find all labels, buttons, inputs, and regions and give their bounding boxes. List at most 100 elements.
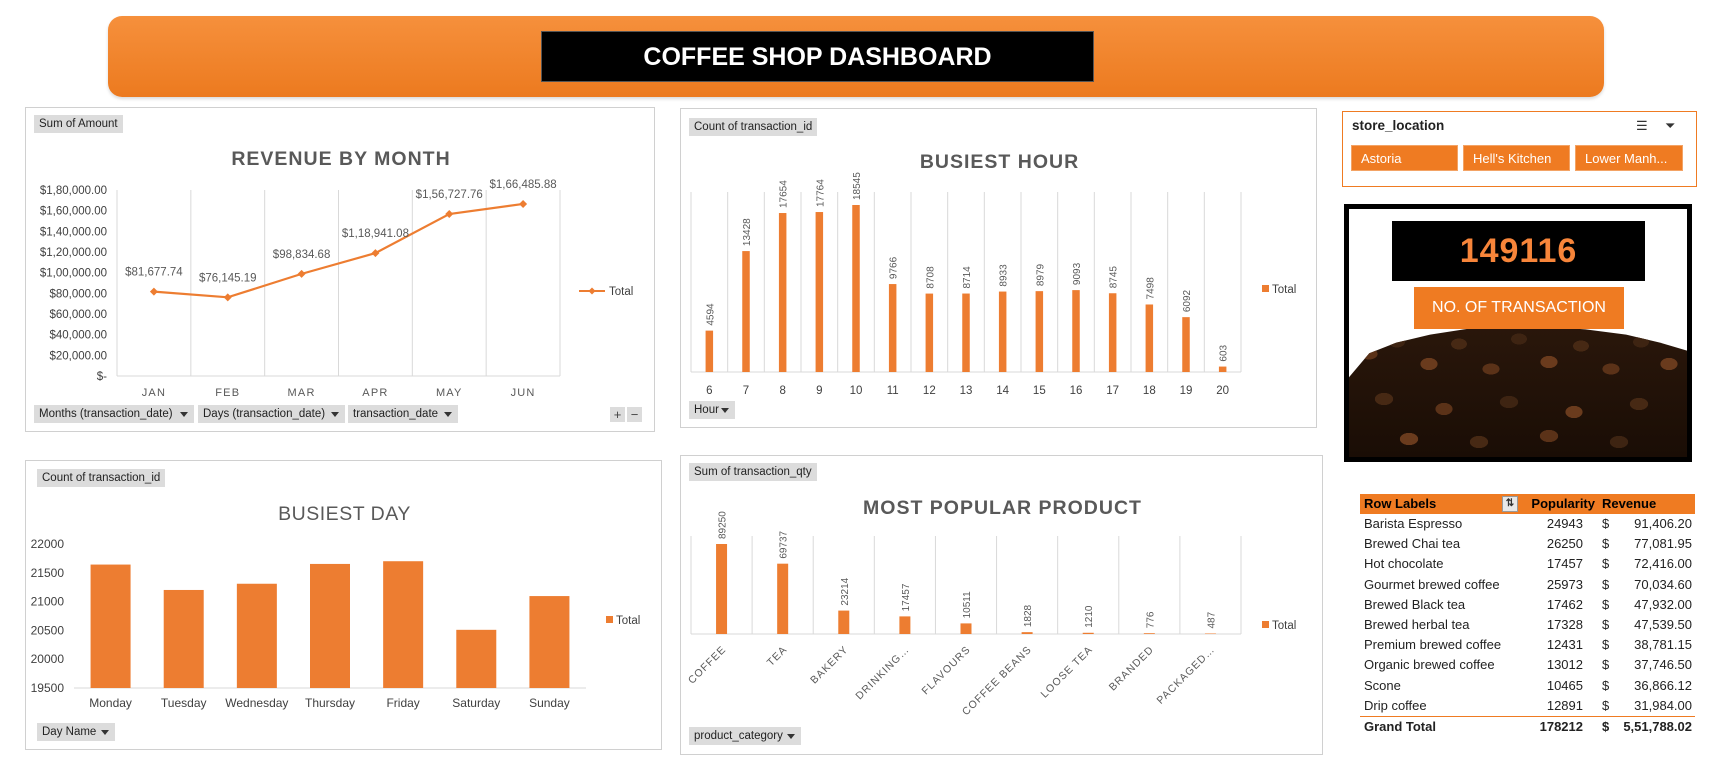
chart-title: BUSIEST DAY bbox=[278, 503, 411, 525]
data-label: $1,18,941.08 bbox=[342, 228, 409, 240]
bar bbox=[852, 205, 860, 372]
x-tick-label: Monday bbox=[89, 696, 132, 710]
product-category-filter-button[interactable]: product_category bbox=[689, 727, 801, 745]
table-row: Scone 10465 $36,866.12 bbox=[1360, 676, 1695, 696]
product-name: Gourmet brewed coffee bbox=[1364, 576, 1500, 592]
slicer-item-hells-kitchen[interactable]: Hell's Kitchen bbox=[1463, 145, 1570, 171]
data-label: $1,66,485.88 bbox=[490, 179, 557, 191]
x-tick-label: 16 bbox=[1070, 385, 1083, 397]
table-row: Gourmet brewed coffee 25973 $70,034.60 bbox=[1360, 575, 1695, 595]
data-label: 4594 bbox=[705, 303, 716, 326]
hour-filter-button[interactable]: Hour bbox=[689, 401, 735, 419]
product-name: Brewed herbal tea bbox=[1364, 616, 1470, 632]
count-transaction-field[interactable]: Count of transaction_id bbox=[37, 469, 166, 487]
bar bbox=[716, 544, 728, 634]
series-line bbox=[153, 202, 524, 299]
product-chart-panel: Sum of transaction_qty MOST POPULAR PROD… bbox=[680, 455, 1323, 755]
multi-select-icon[interactable]: ☰ bbox=[1636, 118, 1648, 133]
table-row: Brewed herbal tea 17328 $47,539.50 bbox=[1360, 615, 1695, 635]
data-point bbox=[519, 199, 528, 208]
x-tick-label: PACKAGED… bbox=[1155, 644, 1218, 707]
expand-button[interactable]: + bbox=[610, 407, 625, 422]
transaction-date-filter-button[interactable]: transaction_date bbox=[348, 405, 458, 423]
slicer-item-astoria[interactable]: Astoria bbox=[1351, 145, 1458, 171]
table-row: Barista Espresso 24943 $91,406.20 bbox=[1360, 514, 1695, 534]
slicer-item-lower-manhattan[interactable]: Lower Manh... bbox=[1575, 145, 1683, 171]
bar bbox=[90, 564, 131, 688]
x-tick-label: BRANDED bbox=[1107, 644, 1157, 694]
data-label: 89250 bbox=[718, 511, 729, 539]
data-label: 776 bbox=[1145, 611, 1156, 628]
revenue-line-chart: $- $20,000.00 $40,000.00 $60,000.00 $80,000.… bbox=[40, 179, 633, 399]
popularity-value: 24943 bbox=[1546, 516, 1583, 531]
x-tick-label: FLAVOURS bbox=[920, 644, 974, 698]
x-tick-label: 18 bbox=[1143, 385, 1156, 397]
sort-filter-icon[interactable]: ⇅ bbox=[1502, 496, 1518, 512]
chart-title: BUSIEST HOUR bbox=[919, 151, 1080, 173]
currency-symbol: $ bbox=[1602, 657, 1610, 673]
bar bbox=[705, 330, 714, 372]
product-name: Barista Espresso bbox=[1364, 516, 1463, 531]
data-label: 10511 bbox=[962, 591, 973, 619]
x-tick-label: BAKERY bbox=[808, 644, 851, 687]
sum-transaction-qty-field[interactable]: Sum of transaction_qty bbox=[689, 463, 817, 481]
pivot-header-row: Row Labels ⇅ Popularity Revenue bbox=[1360, 494, 1695, 514]
data-label: $1,56,727.76 bbox=[416, 189, 483, 201]
bar bbox=[925, 293, 934, 372]
currency-symbol: $ bbox=[1602, 637, 1610, 653]
bar bbox=[899, 616, 911, 634]
popularity-header: Popularity bbox=[1531, 496, 1595, 511]
day-chart-panel: Count of transaction_id BUSIEST DAY 1950… bbox=[25, 460, 662, 750]
x-tick-label: Wednesday bbox=[225, 696, 288, 710]
data-label: 6092 bbox=[1182, 289, 1193, 312]
chart-title: MOST POPULAR PRODUCT bbox=[863, 497, 1142, 519]
transactions-kpi-card: 149116 NO. OF TRANSACTION bbox=[1344, 204, 1692, 462]
data-label: 69737 bbox=[779, 530, 790, 558]
x-tick-label: Sunday bbox=[529, 696, 570, 710]
y-tick-label: $40,000.00 bbox=[49, 330, 107, 342]
x-tick-label: FEB bbox=[215, 387, 240, 399]
collapse-button[interactable]: − bbox=[627, 407, 642, 422]
x-tick-label: TEA bbox=[765, 644, 790, 669]
data-label: $76,145.19 bbox=[199, 272, 257, 284]
data-label: 13428 bbox=[742, 218, 753, 246]
count-transaction-field[interactable]: Count of transaction_id bbox=[689, 118, 818, 136]
bar bbox=[998, 291, 1007, 372]
data-label: 17654 bbox=[779, 180, 790, 208]
x-tick-label: Saturday bbox=[452, 696, 500, 710]
x-tick-label: DRINKING… bbox=[853, 644, 912, 703]
x-tick-label: 17 bbox=[1106, 385, 1119, 397]
x-tick-label: 10 bbox=[850, 385, 863, 397]
day-name-filter-button[interactable]: Day Name bbox=[37, 723, 115, 741]
data-point bbox=[297, 269, 306, 278]
bar bbox=[1072, 290, 1080, 372]
data-label: 8708 bbox=[925, 266, 936, 289]
y-tick-label: $1,40,000.00 bbox=[40, 226, 107, 238]
hour-chart-panel: Count of transaction_id BUSIEST HOUR 459… bbox=[680, 108, 1317, 428]
bar bbox=[456, 629, 497, 688]
revenue-value: 38,781.15 bbox=[1634, 637, 1692, 653]
sum-of-amount-field[interactable]: Sum of Amount bbox=[34, 115, 123, 133]
product-name: Organic brewed coffee bbox=[1364, 657, 1495, 673]
data-label: 9766 bbox=[889, 256, 900, 279]
x-tick-label: 15 bbox=[1033, 385, 1046, 397]
day-bar-chart: 19500 20000 20500 21000 21500 22000 Monday Tues… bbox=[31, 537, 641, 710]
x-tick-label: Friday bbox=[386, 696, 419, 710]
x-tick-label: 6 bbox=[706, 385, 712, 397]
product-name: Hot chocolate bbox=[1364, 556, 1444, 572]
store-location-slicer: store_location ☰ ⏷ Astoria Hell's Kitche… bbox=[1342, 111, 1697, 187]
months-filter-button[interactable]: Months (transaction_date) bbox=[34, 405, 194, 423]
y-tick-label: 20500 bbox=[31, 623, 65, 637]
data-label: 1210 bbox=[1084, 605, 1095, 628]
bar bbox=[236, 583, 277, 688]
x-tick-label: 13 bbox=[960, 385, 973, 397]
clear-filter-icon[interactable]: ⏷ bbox=[1665, 118, 1676, 133]
legend-label: Total bbox=[1272, 284, 1296, 296]
x-tick-label: MAY bbox=[436, 387, 463, 399]
popularity-value: 17462 bbox=[1546, 596, 1583, 612]
days-filter-button[interactable]: Days (transaction_date) bbox=[198, 405, 345, 423]
product-name: Drip coffee bbox=[1364, 697, 1427, 713]
grand-total-popularity: 178212 bbox=[1539, 718, 1583, 734]
popularity-value: 26250 bbox=[1546, 536, 1583, 552]
x-tick-label: COFFEE bbox=[686, 644, 729, 687]
